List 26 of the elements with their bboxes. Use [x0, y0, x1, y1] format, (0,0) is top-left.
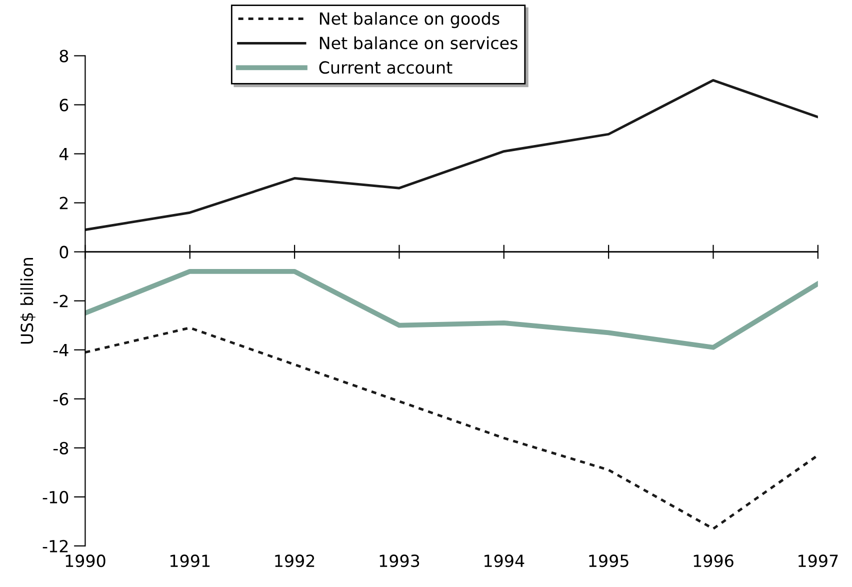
y-axis-title: US$ billion	[20, 258, 36, 344]
x-tick-label: 1995	[589, 554, 628, 568]
y-tick-label: 8	[60, 50, 68, 62]
y-tick-label: 4	[59, 148, 68, 160]
x-tick-label: 1991	[170, 554, 210, 568]
y-tick-label: 6	[60, 98, 68, 112]
y-tick-label: -2	[53, 294, 68, 308]
y-tick-label: -8	[53, 442, 68, 454]
x-tick-label: 1994	[484, 554, 524, 568]
line-series	[85, 79, 818, 232]
legend-label: Current account	[319, 61, 452, 74]
x-tick-label: 1993	[380, 554, 420, 568]
y-tick-label: 0	[60, 246, 68, 258]
x-tick-label: 1992	[275, 554, 314, 568]
y-tick-label: -6	[53, 392, 68, 406]
x-tick-label: 1997	[798, 554, 838, 568]
line-series	[85, 326, 818, 530]
y-tick-label: -4	[53, 344, 68, 356]
line-series	[85, 269, 818, 350]
y-tick-label: -10	[42, 490, 68, 504]
x-tick-label: 1990	[66, 554, 106, 568]
legend-label: Net balance on services	[320, 36, 518, 50]
y-tick-label: 2	[60, 196, 68, 210]
legend-label: Net balance on goods	[320, 12, 500, 28]
x-tick-label: 1996	[694, 554, 734, 568]
y-tick-label: -12	[42, 540, 68, 552]
